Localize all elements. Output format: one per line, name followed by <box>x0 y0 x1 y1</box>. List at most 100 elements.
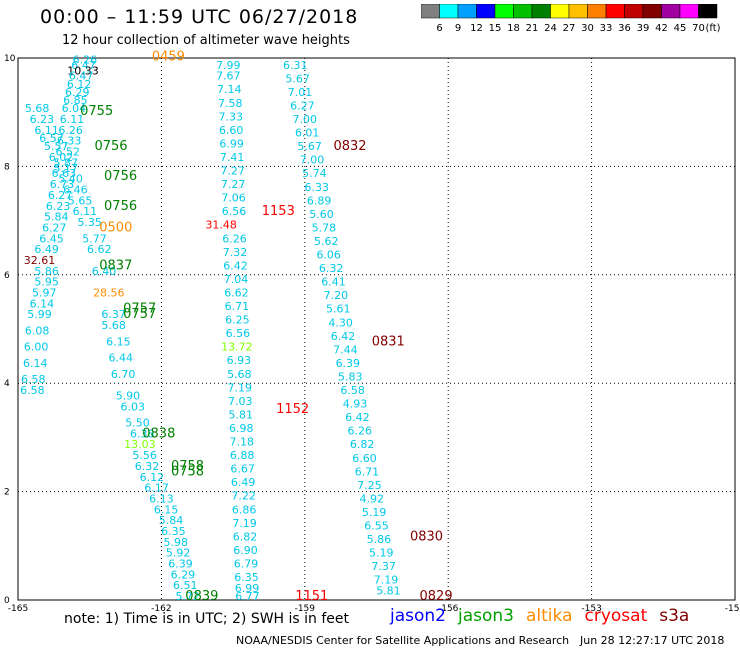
wave-height-value: 6.67 <box>230 463 255 476</box>
pass-time-label: 0756 <box>104 169 137 184</box>
y-tick-label: 8 <box>4 162 10 172</box>
wave-height-value: 6.40 <box>92 265 117 278</box>
pass-time-label: 0500 <box>99 220 132 235</box>
wave-height-value: 5.60 <box>309 208 334 221</box>
wave-height-value: 7.37 <box>371 560 396 573</box>
wave-height-value: 6.15 <box>106 335 131 348</box>
wave-height-value: 6.88 <box>230 449 255 462</box>
wave-height-value: 6.71 <box>355 465 380 478</box>
wave-height-value: 6.41 <box>321 276 346 289</box>
wave-height-value: 6.62 <box>224 286 249 299</box>
wave-height-value: 6.57 <box>39 132 64 145</box>
wave-height-value: 6.49 <box>34 243 59 256</box>
wave-height-value: 7.14 <box>217 83 242 96</box>
y-tick-label: 4 <box>4 379 10 389</box>
wave-height-value: 6.45 <box>39 232 64 245</box>
wave-height-value: 7.19 <box>228 381 253 394</box>
wave-height-value: 6.44 <box>109 352 134 365</box>
wave-height-value: 5.68 <box>101 319 126 332</box>
wave-height-value: 7.06 <box>221 192 246 205</box>
wave-height-value: 5.78 <box>312 221 337 234</box>
satellite-altika: altika <box>526 606 573 626</box>
pass-time-label: 0830 <box>410 529 443 544</box>
footnote: note: 1) Time is in UTC; 2) SWH is in fe… <box>64 611 350 627</box>
wave-height-value: 5.81 <box>376 585 401 598</box>
wave-height-value: 6.26 <box>348 425 373 438</box>
pass-time-label: 1151 <box>295 589 328 604</box>
wave-height-value: 6.11 <box>60 113 85 126</box>
wave-height-value: 6.15 <box>154 503 179 516</box>
wave-height-value: 6.12 <box>140 471 165 484</box>
wave-height-value: 6.32 <box>319 262 344 275</box>
legend-label: 39 <box>637 23 650 34</box>
wave-height-value: 6.56 <box>226 327 251 340</box>
legend-label: 6 <box>436 23 442 34</box>
legend-label: 18 <box>507 23 520 34</box>
wave-height-value: 4.93 <box>343 398 368 411</box>
wave-height-value: 6.35 <box>161 525 186 538</box>
legend-unit: (ft) <box>705 23 720 34</box>
wave-height-value: 5.81 <box>228 408 253 421</box>
wave-height-value: 6.14 <box>30 297 55 310</box>
legend-label: 24 <box>544 23 557 34</box>
wave-height-value: 6.82 <box>350 438 375 451</box>
pass-time-label: 0459 <box>152 50 185 65</box>
y-tick-label: 10 <box>4 54 16 64</box>
wave-height-value: 6.60 <box>219 124 244 137</box>
track-d: 6.315.677.016.277.006.015.677.005.746.33… <box>283 59 401 598</box>
wave-height-value: 6.33 <box>305 181 330 194</box>
wave-height-value: 6.60 <box>352 452 377 465</box>
wave-height-value: 6.58 <box>20 384 45 397</box>
pass-time-label: 0829 <box>420 589 453 604</box>
wave-height-value: 5.97 <box>32 286 57 299</box>
wave-height-value: 7.41 <box>220 151 245 164</box>
pass-time-label: 0757 <box>123 302 156 317</box>
legend-label: 42 <box>655 23 668 34</box>
legend-label: 70 <box>692 23 705 34</box>
wave-height-value: 6.46 <box>63 184 88 197</box>
wave-height-value: 6.27 <box>290 99 315 112</box>
legend-label: 27 <box>563 23 576 34</box>
wave-height-value: 6.08 <box>25 324 50 337</box>
page-title: 00:00 – 11:59 UTC 06/27/2018 <box>40 6 359 28</box>
wave-height-value: 5.72 <box>175 590 200 603</box>
wave-height-value: 6.99 <box>235 582 260 595</box>
pass-time-label: 1152 <box>276 402 309 417</box>
wave-height-value: 6.42 <box>331 330 356 343</box>
wave-height-value: 6.29 <box>171 568 196 581</box>
wave-height-value: 6.39 <box>168 557 193 570</box>
x-tick-label: -153 <box>581 604 601 614</box>
wave-height-value: 6.86 <box>232 503 257 516</box>
x-tick-label: -162 <box>151 604 171 614</box>
pass-time-label: 0756 <box>94 139 127 154</box>
y-tick-label: 2 <box>4 488 10 498</box>
wave-height-value: 7.27 <box>221 178 246 191</box>
legend-label: 45 <box>674 23 687 34</box>
wave-height-value: 5.35 <box>77 216 102 229</box>
satellite-cryosat: cryosat <box>584 606 648 626</box>
wave-height-value: 6.04 <box>62 102 87 115</box>
wave-height-value: 6.11 <box>34 124 59 137</box>
generation-timestamp: Jun 28 12:27:17 UTC 2018 <box>580 634 725 647</box>
wave-height-value: 5.77 <box>82 232 107 245</box>
wave-height-value: 6.58 <box>340 384 365 397</box>
wave-height-value: 6.52 <box>55 146 80 159</box>
wave-height-value: 5.57 <box>44 140 69 153</box>
wave-height-value: 6.03 <box>120 400 145 413</box>
wave-height-value: 7.00 <box>300 154 325 167</box>
track-a: 6.266.4710.336.476.126.296.856.046.116.2… <box>20 53 99 397</box>
wave-height-value: 7.01 <box>288 86 313 99</box>
wave-height-value: 6.39 <box>336 357 361 370</box>
wave-height-value: 7.27 <box>220 165 245 178</box>
wave-height-value: 6.49 <box>231 476 256 489</box>
wave-height-value: 5.68 <box>227 368 252 381</box>
wave-height-value: 7.19 <box>374 574 399 587</box>
satellite-legend: jason2 jason3 altika cryosat s3a <box>390 606 701 626</box>
wave-height-value: 5.98 <box>163 536 188 549</box>
wave-height-value: 7.03 <box>228 395 253 408</box>
legend-label: 30 <box>581 23 594 34</box>
wave-height-value: 6.85 <box>63 94 88 107</box>
satellite-jason3: jason3 <box>458 606 514 626</box>
pass-time-label: 0756 <box>104 199 137 214</box>
